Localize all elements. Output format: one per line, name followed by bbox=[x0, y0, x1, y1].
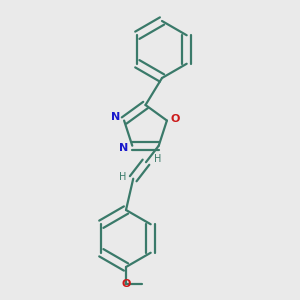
Text: O: O bbox=[171, 114, 180, 124]
Text: N: N bbox=[111, 112, 120, 122]
Text: O: O bbox=[121, 279, 131, 289]
Text: H: H bbox=[154, 154, 161, 164]
Text: H: H bbox=[119, 172, 126, 182]
Text: N: N bbox=[119, 143, 128, 153]
